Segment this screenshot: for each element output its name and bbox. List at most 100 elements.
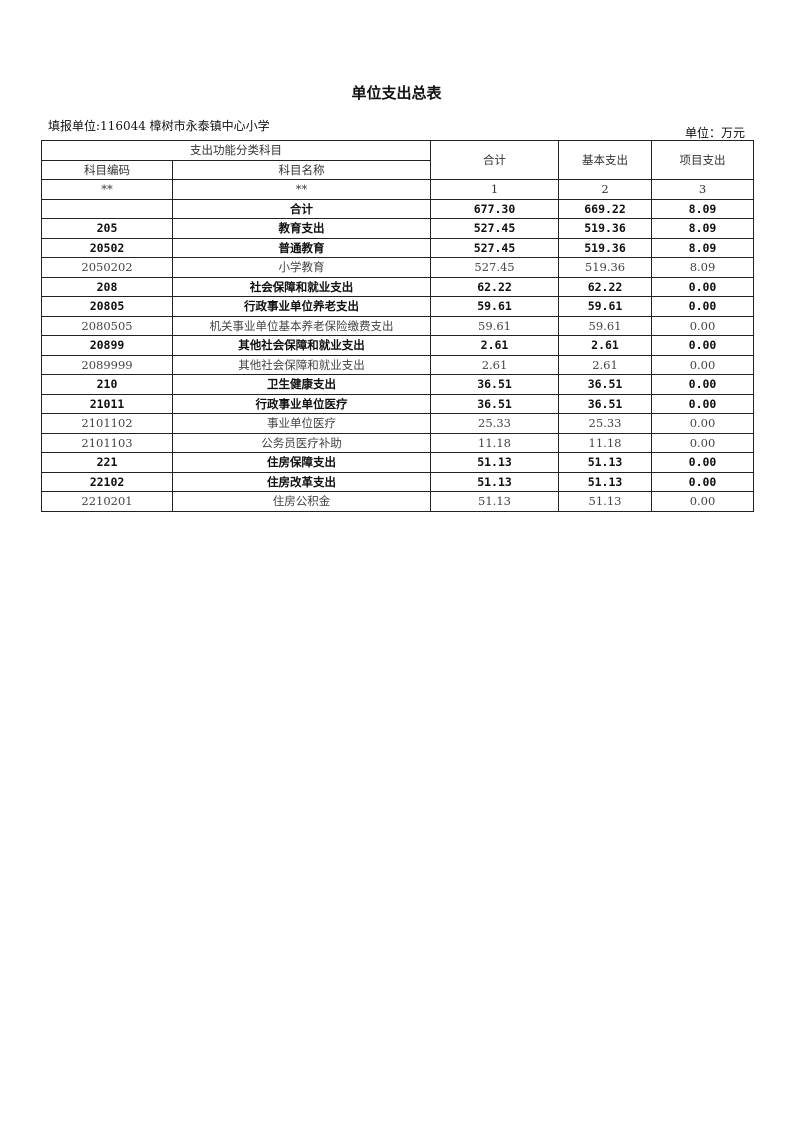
index-cell: ** <box>172 179 431 200</box>
index-cell: 2 <box>558 179 652 200</box>
page-title: 单位支出总表 <box>351 84 442 102</box>
cell-basic: 51.13 <box>558 471 652 492</box>
table-row: 2210201 住房公积金 51.13 51.13 0.00 <box>41 491 754 512</box>
cell-code: 20899 <box>41 335 173 356</box>
header-name: 科目名称 <box>172 159 431 180</box>
cell-code: 22102 <box>41 471 173 492</box>
header-basic: 基本支出 <box>558 140 652 180</box>
cell-project: 0.00 <box>651 374 754 395</box>
cell-total: 62.22 <box>430 276 559 297</box>
cell-total: 2.61 <box>430 354 559 375</box>
table-row: 22102 住房改革支出 51.13 51.13 0.00 <box>41 471 754 492</box>
expenditure-table: 支出功能分类科目 合计 基本支出 项目支出 科目编码 科目名称 ** ** 1 … <box>41 140 754 512</box>
cell-basic: 51.13 <box>558 491 652 512</box>
cell-name: 公务员医疗补助 <box>172 432 431 453</box>
cell-name: 卫生健康支出 <box>172 374 431 395</box>
cell-project: 0.00 <box>651 393 754 414</box>
cell-project: 8.09 <box>651 237 754 258</box>
cell-total: 59.61 <box>430 315 559 336</box>
cell-name: 行政事业单位养老支出 <box>172 296 431 317</box>
cell-code <box>41 198 173 219</box>
cell-code: 205 <box>41 218 173 239</box>
cell-basic: 2.61 <box>558 335 652 356</box>
cell-name: 小学教育 <box>172 257 431 278</box>
cell-basic: 2.61 <box>558 354 652 375</box>
index-cell: 1 <box>430 179 559 200</box>
cell-project: 0.00 <box>651 432 754 453</box>
cell-code: 21011 <box>41 393 173 414</box>
cell-project: 0.00 <box>651 276 754 297</box>
table-row: 205 教育支出 527.45 519.36 8.09 <box>41 218 754 239</box>
index-cell: 3 <box>651 179 754 200</box>
cell-total: 51.13 <box>430 471 559 492</box>
cell-project: 8.09 <box>651 257 754 278</box>
cell-code: 2101102 <box>41 413 173 434</box>
index-cell: ** <box>41 179 173 200</box>
cell-project: 0.00 <box>651 296 754 317</box>
cell-basic: 519.36 <box>558 257 652 278</box>
cell-code: 20805 <box>41 296 173 317</box>
table-row: 2050202 小学教育 527.45 519.36 8.09 <box>41 257 754 278</box>
cell-name: 合计 <box>172 198 431 219</box>
cell-project: 0.00 <box>651 452 754 473</box>
cell-basic: 59.61 <box>558 315 652 336</box>
cell-project: 8.09 <box>651 198 754 219</box>
table-row: 20502 普通教育 527.45 519.36 8.09 <box>41 237 754 258</box>
cell-project: 8.09 <box>651 218 754 239</box>
header-total: 合计 <box>430 140 559 180</box>
cell-project: 0.00 <box>651 335 754 356</box>
table-row: 21011 行政事业单位医疗 36.51 36.51 0.00 <box>41 393 754 414</box>
cell-total: 51.13 <box>430 491 559 512</box>
cell-total: 11.18 <box>430 432 559 453</box>
cell-name: 事业单位医疗 <box>172 413 431 434</box>
cell-basic: 51.13 <box>558 452 652 473</box>
cell-code: 2089999 <box>41 354 173 375</box>
cell-name: 行政事业单位医疗 <box>172 393 431 414</box>
cell-code: 2210201 <box>41 491 173 512</box>
header-code: 科目编码 <box>41 159 173 180</box>
cell-name: 住房公积金 <box>172 491 431 512</box>
cell-project: 0.00 <box>651 354 754 375</box>
header-group: 支出功能分类科目 <box>41 140 431 161</box>
cell-basic: 59.61 <box>558 296 652 317</box>
cell-total: 59.61 <box>430 296 559 317</box>
cell-total: 36.51 <box>430 374 559 395</box>
table-row: 合计 677.30 669.22 8.09 <box>41 198 754 219</box>
reporting-unit: 填报单位:116044 樟树市永泰镇中心小学 <box>48 119 270 133</box>
table-row: 2101103 公务员医疗补助 11.18 11.18 0.00 <box>41 432 754 453</box>
table-row: 20899 其他社会保障和就业支出 2.61 2.61 0.00 <box>41 335 754 356</box>
table-row: 2080505 机关事业单位基本养老保险缴费支出 59.61 59.61 0.00 <box>41 315 754 336</box>
header-project: 项目支出 <box>651 140 754 180</box>
cell-total: 36.51 <box>430 393 559 414</box>
cell-total: 527.45 <box>430 257 559 278</box>
table-row: 2089999 其他社会保障和就业支出 2.61 2.61 0.00 <box>41 354 754 375</box>
cell-name: 社会保障和就业支出 <box>172 276 431 297</box>
cell-name: 普通教育 <box>172 237 431 258</box>
table-row: 208 社会保障和就业支出 62.22 62.22 0.00 <box>41 276 754 297</box>
cell-basic: 11.18 <box>558 432 652 453</box>
cell-total: 2.61 <box>430 335 559 356</box>
cell-code: 210 <box>41 374 173 395</box>
cell-basic: 519.36 <box>558 237 652 258</box>
cell-name: 机关事业单位基本养老保险缴费支出 <box>172 315 431 336</box>
cell-name: 其他社会保障和就业支出 <box>172 354 431 375</box>
cell-basic: 36.51 <box>558 393 652 414</box>
cell-total: 51.13 <box>430 452 559 473</box>
cell-total: 677.30 <box>430 198 559 219</box>
cell-project: 0.00 <box>651 413 754 434</box>
cell-code: 2080505 <box>41 315 173 336</box>
currency-unit: 单位：万元 <box>684 126 745 140</box>
cell-code: 2101103 <box>41 432 173 453</box>
cell-basic: 519.36 <box>558 218 652 239</box>
cell-name: 住房改革支出 <box>172 471 431 492</box>
table-row: 20805 行政事业单位养老支出 59.61 59.61 0.00 <box>41 296 754 317</box>
cell-code: 20502 <box>41 237 173 258</box>
cell-total: 527.45 <box>430 218 559 239</box>
cell-name: 教育支出 <box>172 218 431 239</box>
cell-project: 0.00 <box>651 315 754 336</box>
cell-project: 0.00 <box>651 471 754 492</box>
table-row: 221 住房保障支出 51.13 51.13 0.00 <box>41 452 754 473</box>
cell-basic: 36.51 <box>558 374 652 395</box>
table-row: 2101102 事业单位医疗 25.33 25.33 0.00 <box>41 413 754 434</box>
cell-basic: 25.33 <box>558 413 652 434</box>
